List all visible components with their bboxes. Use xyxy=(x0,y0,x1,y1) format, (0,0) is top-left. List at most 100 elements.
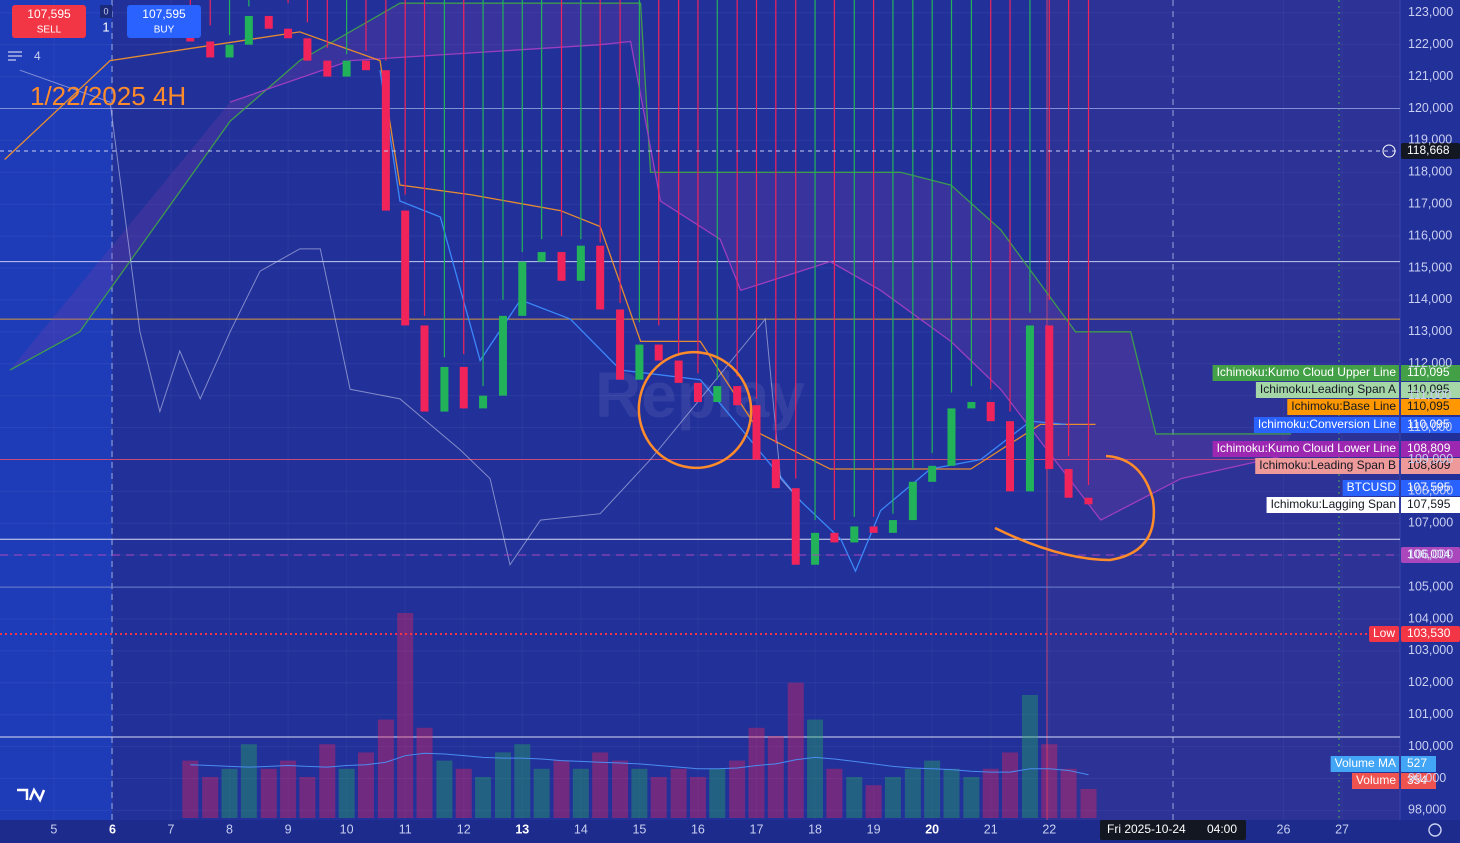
price-value-box xyxy=(1401,441,1460,457)
volume-bar xyxy=(924,760,941,818)
volume-name-box xyxy=(1351,773,1399,789)
low-label-box xyxy=(1401,625,1460,642)
x-tick-label: 11 xyxy=(399,822,412,836)
x-tick-label: 22 xyxy=(1042,822,1056,836)
candle-body xyxy=(225,44,234,58)
price-value: 110,095 xyxy=(1407,365,1450,379)
y-tick-label: 119,000 xyxy=(1408,133,1452,147)
volume-bar xyxy=(904,768,921,818)
candle-body xyxy=(654,344,663,361)
level-label-box xyxy=(1401,547,1460,564)
sell-label: SELL xyxy=(37,25,62,36)
x-tick-label: 9 xyxy=(285,822,292,836)
sell-price: 107,595 xyxy=(27,7,71,21)
candle-body xyxy=(459,366,468,409)
candle-body xyxy=(1045,325,1054,470)
y-tick-label: 112,000 xyxy=(1408,356,1452,370)
volume-bar xyxy=(807,719,824,818)
price-name-box xyxy=(1212,441,1399,457)
candle-body xyxy=(303,38,312,61)
candle-body xyxy=(440,366,449,412)
candle-body xyxy=(381,70,390,211)
price-name: Ichimoku:Kumo Cloud Lower Line xyxy=(1217,441,1397,455)
settings-icon[interactable] xyxy=(1428,823,1442,837)
volume-bar xyxy=(592,752,609,818)
volume-value: 354 xyxy=(1407,773,1427,787)
volume-bar xyxy=(1002,752,1019,818)
y-tick-label: 122,000 xyxy=(1408,37,1453,51)
low-name-box xyxy=(1369,625,1399,642)
candle-body xyxy=(947,408,956,466)
price-value-box xyxy=(1401,417,1460,433)
x-tick-label: 26 xyxy=(1277,822,1291,836)
y-tick-label: 108,000 xyxy=(1408,484,1453,498)
cloud-fill xyxy=(9,3,1292,521)
layers-count: 4 xyxy=(34,49,41,63)
candle-body xyxy=(986,402,995,422)
x-tick-label: 16 xyxy=(691,822,705,836)
y-tick-label: 98,000 xyxy=(1408,803,1446,817)
y-tick-label: 118,000 xyxy=(1408,165,1452,179)
candle-body xyxy=(518,261,527,316)
price-name-box xyxy=(1253,417,1399,433)
volume-ma-line xyxy=(190,752,1089,776)
y-tick-label: 121,000 xyxy=(1408,69,1453,83)
price-name-box xyxy=(1255,382,1399,398)
level-label: 106,004 xyxy=(1407,547,1451,561)
candle-body xyxy=(244,15,253,45)
volume-bar xyxy=(357,752,374,818)
y-tick-label: 99,000 xyxy=(1408,771,1446,785)
candle-body xyxy=(967,402,976,409)
volume-bar xyxy=(475,777,492,818)
x-tick-label: 13 xyxy=(515,822,529,836)
x-tick-label: 27 xyxy=(1335,822,1349,836)
volume-bar xyxy=(572,768,589,818)
spread: 0 xyxy=(103,6,108,16)
volume-bar xyxy=(670,768,687,818)
time-cursor-day: Fri 2025-10-24 xyxy=(1107,822,1186,836)
volume-bar xyxy=(631,768,648,818)
volume-bar xyxy=(182,760,199,818)
candle-body xyxy=(537,252,546,262)
time-cursor-box xyxy=(1100,820,1246,840)
y-tick-label: 107,000 xyxy=(1408,516,1453,530)
price-value: 108,809 xyxy=(1407,458,1451,472)
candle-body xyxy=(888,520,897,533)
x-tick-label: 10 xyxy=(340,822,354,836)
trade-panel: 107,595 SELL 0 1 107,595 BUY 4 xyxy=(8,5,201,63)
volume-value-box xyxy=(1401,773,1436,789)
candle-body xyxy=(284,28,293,39)
price-value-box xyxy=(1401,497,1460,513)
layers-icon[interactable] xyxy=(8,51,22,61)
volume-bar xyxy=(982,768,999,818)
candle-body xyxy=(264,15,273,29)
overlay-layer: 118,668 106,004 103,530 Low Ichimoku:Kumo Cl… xyxy=(1212,142,1460,789)
candle-body xyxy=(479,395,488,409)
volume-bar xyxy=(338,768,355,818)
x-tick-label: 15 xyxy=(632,822,646,836)
candle-body xyxy=(1084,497,1093,505)
buy-button[interactable] xyxy=(127,5,201,38)
price-name: Ichimoku:Leading Span A xyxy=(1260,382,1396,396)
price-value: 108,809 xyxy=(1407,441,1451,455)
volume-bar xyxy=(689,777,706,818)
x-tick-label: 19 xyxy=(867,822,881,836)
chart-title: 1/22/2025 4H xyxy=(30,81,186,111)
price-name-box xyxy=(1287,399,1399,415)
quantity[interactable]: 1 xyxy=(102,19,109,34)
volume-name-box xyxy=(1330,756,1399,772)
volume-bar xyxy=(377,719,394,818)
volume-bar xyxy=(221,768,238,818)
spread-box xyxy=(100,5,112,18)
sell-button[interactable] xyxy=(12,5,86,38)
x-tick-label: 21 xyxy=(984,822,998,836)
plot-layer xyxy=(0,0,1400,820)
y-tick-label: 100,000 xyxy=(1408,739,1453,753)
price-value-box xyxy=(1401,480,1460,496)
volume-bar xyxy=(455,768,472,818)
x-tick-label: 8 xyxy=(226,822,233,836)
candle-body xyxy=(420,325,429,412)
price-value: 110,095 xyxy=(1407,417,1450,431)
candle-body xyxy=(869,526,878,533)
